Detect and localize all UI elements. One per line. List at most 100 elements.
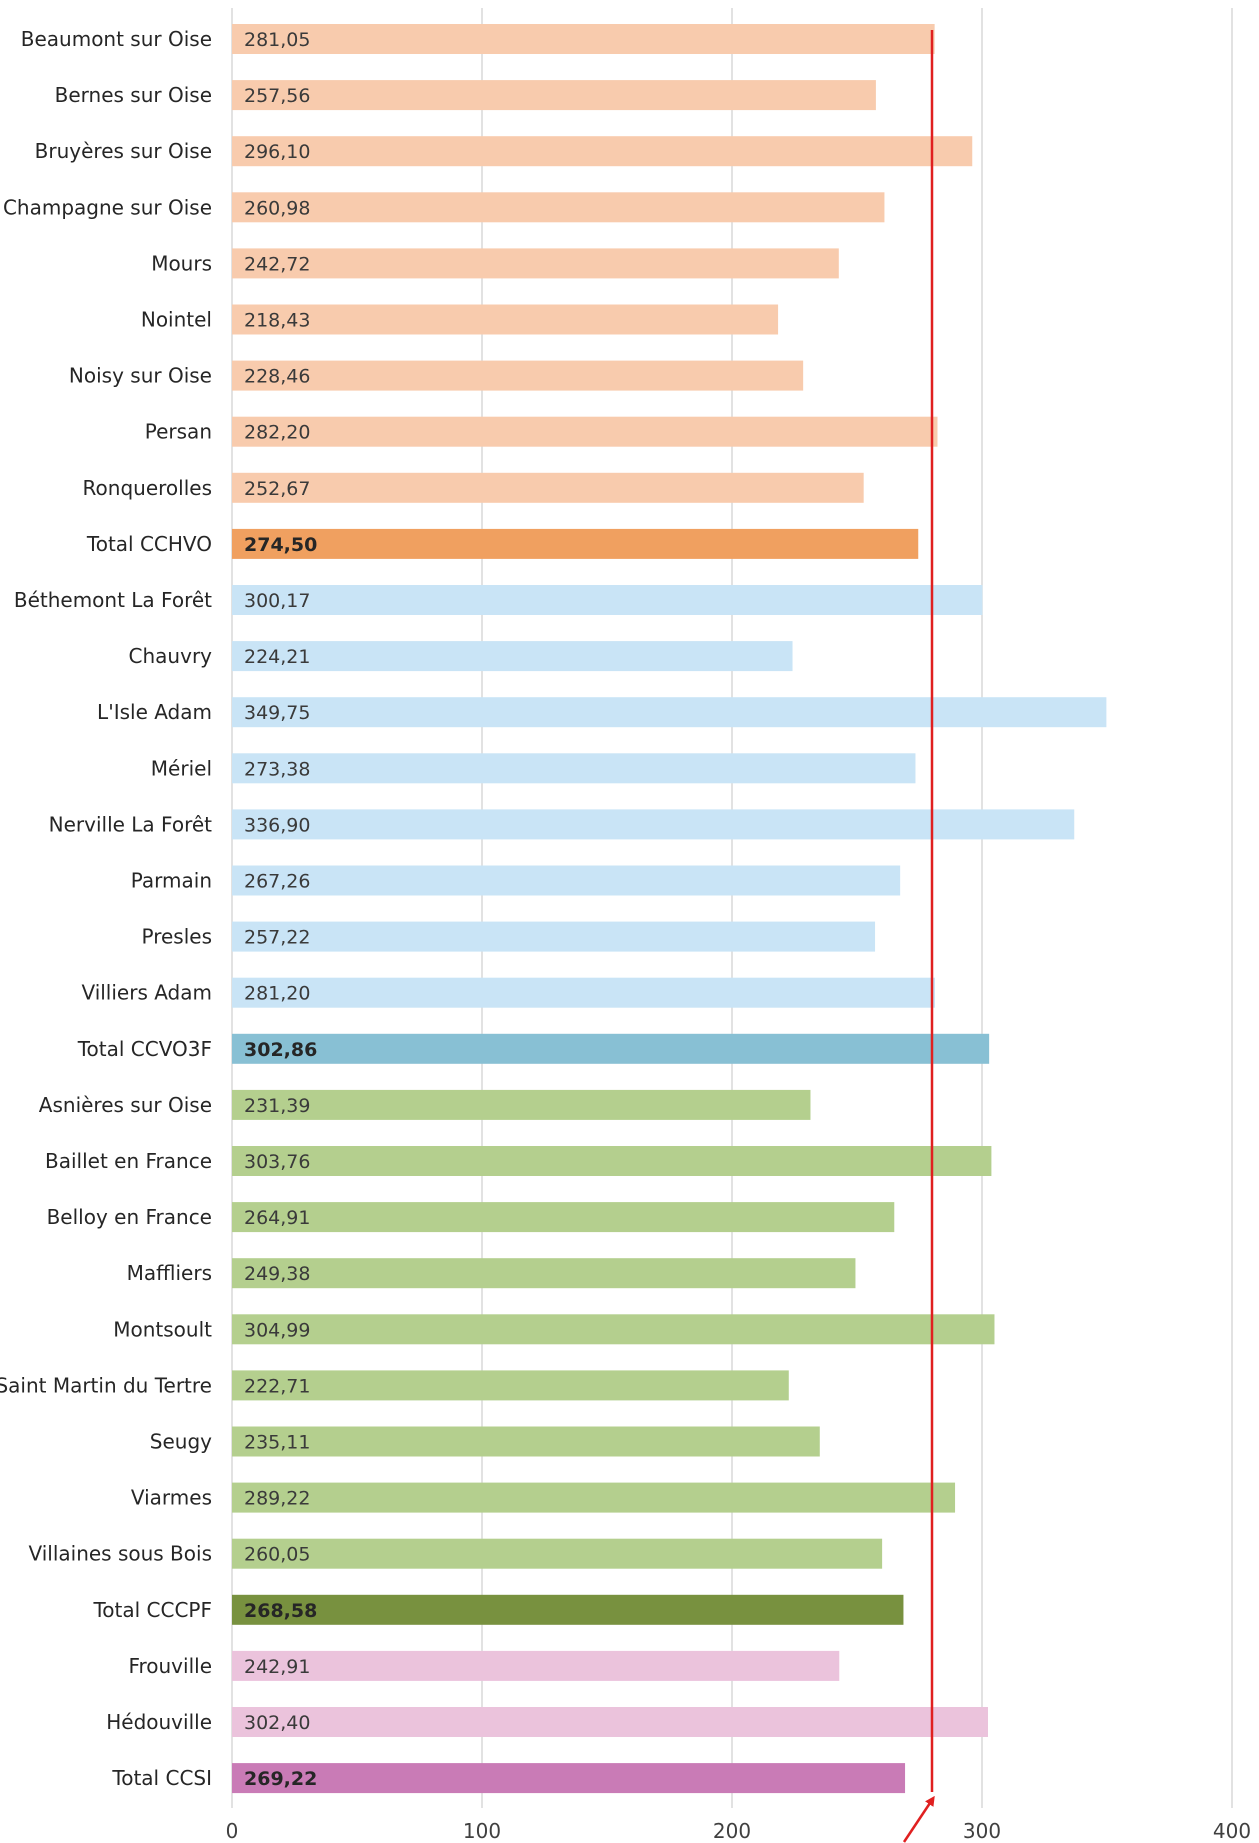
bar [232,1426,820,1457]
category-label: L'Isle Adam [97,700,212,724]
bar [232,1538,883,1569]
bar [232,416,938,447]
bar [232,136,973,167]
data-label: 224,21 [244,646,310,668]
data-label: 222,71 [244,1375,310,1397]
category-label: Béthemont La Forêt [14,588,212,612]
bar [232,472,864,503]
data-label: 235,11 [244,1432,310,1454]
x-tick-label: 200 [713,1819,751,1843]
bar [232,360,804,391]
category-label: Bernes sur Oise [55,83,212,107]
bar [232,809,1075,840]
category-label: Montsoult [113,1317,212,1341]
data-label: 289,22 [244,1488,310,1510]
data-label: 267,26 [244,871,310,893]
data-label: 242,72 [244,253,310,275]
data-label: 336,90 [244,814,310,836]
bar [232,921,876,952]
category-label: Champagne sur Oise [3,195,212,219]
bar [232,1202,895,1233]
category-label: Nerville La Forêt [49,812,213,836]
bar [232,865,901,896]
category-label: Villiers Adam [81,981,212,1005]
category-label: Beaumont sur Oise [21,27,212,51]
bar [232,304,779,335]
category-label: Total CCCPF [92,1598,212,1622]
reference-line-layer [902,30,935,1843]
x-tick-label: 0 [226,1819,239,1843]
total-bar [232,528,919,559]
category-label: Mours [151,251,212,275]
x-tick-label: 100 [463,1819,501,1843]
category-label: Persan [145,420,212,444]
x-tick-label: 400 [1213,1819,1251,1843]
bar [232,1482,956,1513]
bar [232,1089,811,1120]
data-label: 252,67 [244,478,310,500]
bar [232,80,876,111]
data-label: 302,86 [244,1039,317,1061]
data-label: 349,75 [244,702,310,724]
bar [232,697,1107,728]
bar [232,248,839,279]
total-bar [232,1033,990,1064]
bar [232,24,935,54]
data-label: 228,46 [244,366,310,388]
category-label: Baillet en France [45,1149,212,1173]
bar [232,1258,856,1289]
data-label: 269,22 [244,1768,317,1790]
data-label: 257,22 [244,927,310,949]
x-tick-label: 300 [963,1819,1001,1843]
data-label: 231,39 [244,1095,310,1117]
bar [232,977,935,1008]
total-bar [232,1594,904,1625]
bar [232,1370,789,1401]
bar [232,1650,840,1681]
category-label: Hédouville [106,1710,212,1734]
data-label: 274,50 [244,534,317,556]
data-label: 300,17 [244,590,310,612]
category-label: Nointel [141,308,212,332]
data-label: 303,76 [244,1151,310,1173]
data-label: 304,99 [244,1319,310,1341]
data-label: 273,38 [244,758,310,780]
data-label: 296,10 [244,141,310,163]
data-label: 260,98 [244,197,310,219]
category-label: Belloy en France [47,1205,212,1229]
category-label: Maffliers [127,1261,212,1285]
category-label: Presles [142,925,213,949]
data-label: 264,91 [244,1207,310,1229]
bar [232,192,885,223]
data-label: 268,58 [244,1600,317,1622]
total-bar [232,1763,906,1794]
category-label: Total CCSI [111,1766,212,1790]
data-label: 218,43 [244,310,310,332]
data-label: 257,56 [244,85,310,107]
category-label: Bruyères sur Oise [35,139,212,163]
bar [232,1314,995,1345]
data-label: 260,05 [244,1544,310,1566]
category-label: Frouville [128,1654,212,1678]
reference-arrow [902,1795,935,1843]
category-label: Total CCVO3F [77,1037,212,1061]
bar [232,585,983,615]
category-label: Seugy [150,1430,212,1454]
category-label: Total CCHVO [86,532,212,556]
data-label: 281,20 [244,983,310,1005]
category-label: Villaines sous Bois [28,1542,212,1566]
category-label: Chauvry [129,644,213,668]
data-label: 302,40 [244,1712,310,1734]
category-label: Mériel [151,756,212,780]
bars-layer [232,24,1107,1794]
category-label: Noisy sur Oise [69,364,212,388]
data-label: 249,38 [244,1263,310,1285]
bar [232,753,916,784]
data-label: 281,05 [244,29,310,51]
category-label: Parmain [131,869,212,893]
category-label: Ronquerolles [83,476,212,500]
category-label: Viarmes [131,1486,212,1510]
labels-layer: 0 100 200 300 400 Beaumont sur Oise 281,05 Bern… [0,27,1251,1843]
bar [232,1146,992,1176]
